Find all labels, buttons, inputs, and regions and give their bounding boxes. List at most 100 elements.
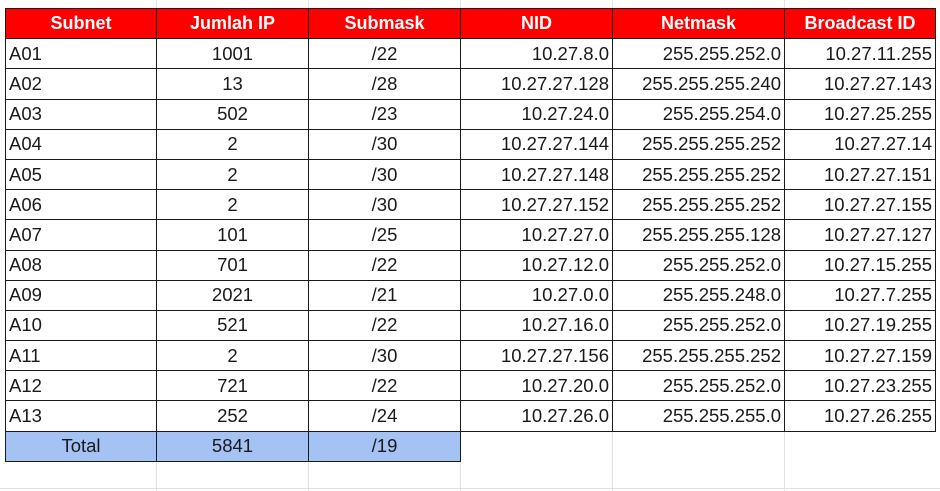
cell-netmask[interactable]: 255.255.252.0: [612, 370, 785, 402]
cell-nid[interactable]: 10.27.27.0: [460, 219, 613, 251]
cell-jumlah-ip[interactable]: 2: [156, 340, 309, 372]
cell-netmask[interactable]: 255.255.255.252: [612, 340, 785, 372]
cell-subnet[interactable]: A13: [5, 400, 157, 432]
table-row: A11 2 /30 10.27.27.156 255.255.255.252 1…: [5, 340, 936, 372]
cell-netmask[interactable]: 255.255.252.0: [612, 38, 785, 70]
cell-netmask[interactable]: 255.255.252.0: [612, 309, 785, 342]
cell-subnet[interactable]: A05: [5, 158, 157, 191]
cell-subnet[interactable]: A06: [5, 189, 157, 221]
cell-subnet[interactable]: A07: [5, 219, 157, 251]
header-subnet[interactable]: Subnet: [5, 7, 157, 40]
cell-nid[interactable]: 10.27.26.0: [460, 400, 613, 432]
header-netmask[interactable]: Netmask: [612, 7, 785, 40]
cell-broadcast-id[interactable]: 10.27.27.151: [784, 158, 936, 191]
cell-broadcast-id[interactable]: 10.27.26.255: [784, 400, 936, 432]
cell-broadcast-id[interactable]: 10.27.27.127: [784, 219, 936, 251]
cell-subnet[interactable]: A09: [5, 279, 157, 311]
cell-subnet[interactable]: A01: [5, 38, 157, 70]
cell-broadcast-id[interactable]: 10.27.23.255: [784, 370, 936, 402]
cell-submask[interactable]: /24: [308, 400, 461, 432]
header-nid[interactable]: NID: [460, 7, 613, 40]
header-submask[interactable]: Submask: [308, 7, 461, 40]
cell-netmask[interactable]: 255.255.254.0: [612, 98, 785, 130]
cell-broadcast-id[interactable]: 10.27.25.255: [784, 98, 936, 130]
cell-jumlah-ip[interactable]: 721: [156, 370, 309, 402]
table-row: A07 101 /25 10.27.27.0 255.255.255.128 1…: [5, 219, 936, 251]
cell-broadcast-id[interactable]: 10.27.19.255: [784, 309, 936, 342]
table-row: A13 252 /24 10.27.26.0 255.255.255.0 10.…: [5, 400, 936, 432]
cell-nid[interactable]: 10.27.24.0: [460, 98, 613, 130]
cell-nid[interactable]: 10.27.8.0: [460, 38, 613, 70]
cell-netmask[interactable]: 255.255.248.0: [612, 279, 785, 311]
cell-submask[interactable]: /28: [308, 68, 461, 100]
cell-subnet[interactable]: A04: [5, 128, 157, 160]
cell-submask[interactable]: /22: [308, 370, 461, 402]
cell-netmask[interactable]: 255.255.255.0: [612, 400, 785, 432]
table-row: A10 521 /22 10.27.16.0 255.255.252.0 10.…: [5, 309, 936, 342]
cell-submask[interactable]: /23: [308, 98, 461, 130]
table-row: A04 2 /30 10.27.27.144 255.255.255.252 1…: [5, 128, 936, 160]
cell-submask[interactable]: /21: [308, 279, 461, 311]
cell-broadcast-id[interactable]: 10.27.27.155: [784, 189, 936, 221]
cell-jumlah-ip[interactable]: 2021: [156, 279, 309, 311]
cell-subnet[interactable]: A02: [5, 68, 157, 100]
total-jumlah-ip-cell[interactable]: 5841: [156, 430, 309, 462]
cell-jumlah-ip[interactable]: 2: [156, 158, 309, 191]
cell-jumlah-ip[interactable]: 1001: [156, 38, 309, 70]
cell-jumlah-ip[interactable]: 2: [156, 189, 309, 221]
cell-nid[interactable]: 10.27.27.152: [460, 189, 613, 221]
cell-submask[interactable]: /25: [308, 219, 461, 251]
cell-subnet[interactable]: A12: [5, 370, 157, 402]
header-broadcast-id[interactable]: Broadcast ID: [784, 7, 936, 40]
cell-submask[interactable]: /30: [308, 158, 461, 191]
cell-jumlah-ip[interactable]: 13: [156, 68, 309, 100]
cell-broadcast-id[interactable]: 10.27.7.255: [784, 279, 936, 311]
cell-subnet[interactable]: A03: [5, 98, 157, 130]
cell-submask[interactable]: /30: [308, 189, 461, 221]
empty-cell[interactable]: [613, 431, 785, 461]
cell-jumlah-ip[interactable]: 701: [156, 249, 309, 281]
cell-jumlah-ip[interactable]: 2: [156, 128, 309, 160]
cell-netmask[interactable]: 255.255.252.0: [612, 249, 785, 281]
header-jumlah-ip[interactable]: Jumlah IP: [156, 7, 309, 40]
empty-cell[interactable]: [785, 431, 936, 461]
cell-submask[interactable]: /22: [308, 38, 461, 70]
cell-broadcast-id[interactable]: 10.27.11.255: [784, 38, 936, 70]
table-row: A06 2 /30 10.27.27.152 255.255.255.252 1…: [5, 189, 936, 221]
cell-netmask[interactable]: 255.255.255.252: [612, 128, 785, 160]
cell-nid[interactable]: 10.27.27.156: [460, 340, 613, 372]
empty-cell[interactable]: [461, 431, 613, 461]
cell-netmask[interactable]: 255.255.255.252: [612, 158, 785, 191]
cell-submask[interactable]: /22: [308, 249, 461, 281]
cell-nid[interactable]: 10.27.27.148: [460, 158, 613, 191]
cell-netmask[interactable]: 255.255.255.240: [612, 68, 785, 100]
cell-submask[interactable]: /30: [308, 340, 461, 372]
cell-broadcast-id[interactable]: 10.27.15.255: [784, 249, 936, 281]
cell-subnet[interactable]: A11: [5, 340, 157, 372]
table-row: A03 502 /23 10.27.24.0 255.255.254.0 10.…: [5, 98, 936, 130]
cell-broadcast-id[interactable]: 10.27.27.159: [784, 340, 936, 372]
cell-submask[interactable]: /30: [308, 128, 461, 160]
cell-jumlah-ip[interactable]: 252: [156, 400, 309, 432]
cell-nid[interactable]: 10.27.0.0: [460, 279, 613, 311]
cell-jumlah-ip[interactable]: 502: [156, 98, 309, 130]
cell-subnet[interactable]: A08: [5, 249, 157, 281]
cell-nid[interactable]: 10.27.16.0: [460, 309, 613, 342]
total-submask-cell[interactable]: /19: [308, 430, 461, 462]
cell-nid[interactable]: 10.27.27.144: [460, 128, 613, 160]
cell-broadcast-id[interactable]: 10.27.27.143: [784, 68, 936, 100]
cell-subnet[interactable]: A10: [5, 309, 157, 342]
cell-netmask[interactable]: 255.255.255.128: [612, 219, 785, 251]
cell-broadcast-id[interactable]: 10.27.27.14: [784, 128, 936, 160]
cell-netmask[interactable]: 255.255.255.252: [612, 189, 785, 221]
cell-nid[interactable]: 10.27.12.0: [460, 249, 613, 281]
total-label-cell[interactable]: Total: [5, 430, 157, 462]
cell-nid[interactable]: 10.27.20.0: [460, 370, 613, 402]
table-row: A12 721 /22 10.27.20.0 255.255.252.0 10.…: [5, 370, 936, 402]
cell-nid[interactable]: 10.27.27.128: [460, 68, 613, 100]
table-row: A05 2 /30 10.27.27.148 255.255.255.252 1…: [5, 158, 936, 191]
cell-jumlah-ip[interactable]: 101: [156, 219, 309, 251]
cell-jumlah-ip[interactable]: 521: [156, 309, 309, 342]
cell-submask[interactable]: /22: [308, 309, 461, 342]
